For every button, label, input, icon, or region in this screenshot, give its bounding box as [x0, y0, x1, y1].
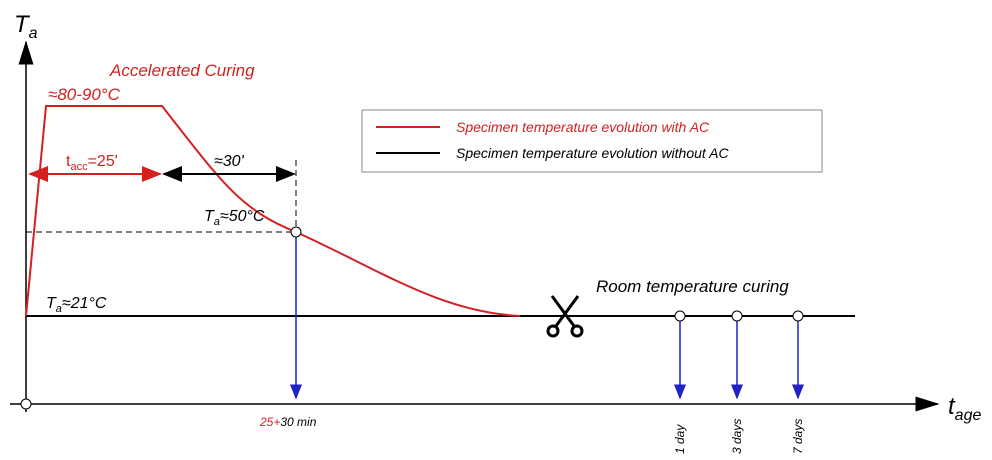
sample-point [731, 310, 743, 322]
age-label: 3 days [730, 419, 744, 454]
sample-point [792, 310, 804, 322]
wait-label: ≈30' [214, 153, 245, 170]
room-label: Room temperature curing [596, 277, 789, 296]
age-label: 1 day [673, 424, 687, 454]
x-axis-label: tage [948, 393, 981, 424]
y-axis-label: Ta [14, 11, 38, 42]
title: Accelerated Curing [109, 61, 255, 80]
age-label: 7 days [791, 419, 805, 454]
temp-21-label: Ta≈21°C [46, 295, 107, 315]
scissors-icon [546, 295, 584, 338]
sample-point [674, 310, 686, 322]
legend: Specimen temperature evolution with AC S… [361, 109, 823, 173]
t-acc-label: tacc=25' [66, 153, 118, 173]
temp-50-label: Ta≈50°C [204, 208, 265, 228]
sample-point [290, 226, 302, 238]
time-label: 25+30 min [259, 415, 317, 429]
legend-entry: Specimen temperature evolution without A… [456, 145, 730, 161]
origin [20, 398, 32, 410]
legend-entry: Specimen temperature evolution with AC [456, 119, 710, 135]
peak-label: ≈80-90°C [48, 85, 121, 104]
